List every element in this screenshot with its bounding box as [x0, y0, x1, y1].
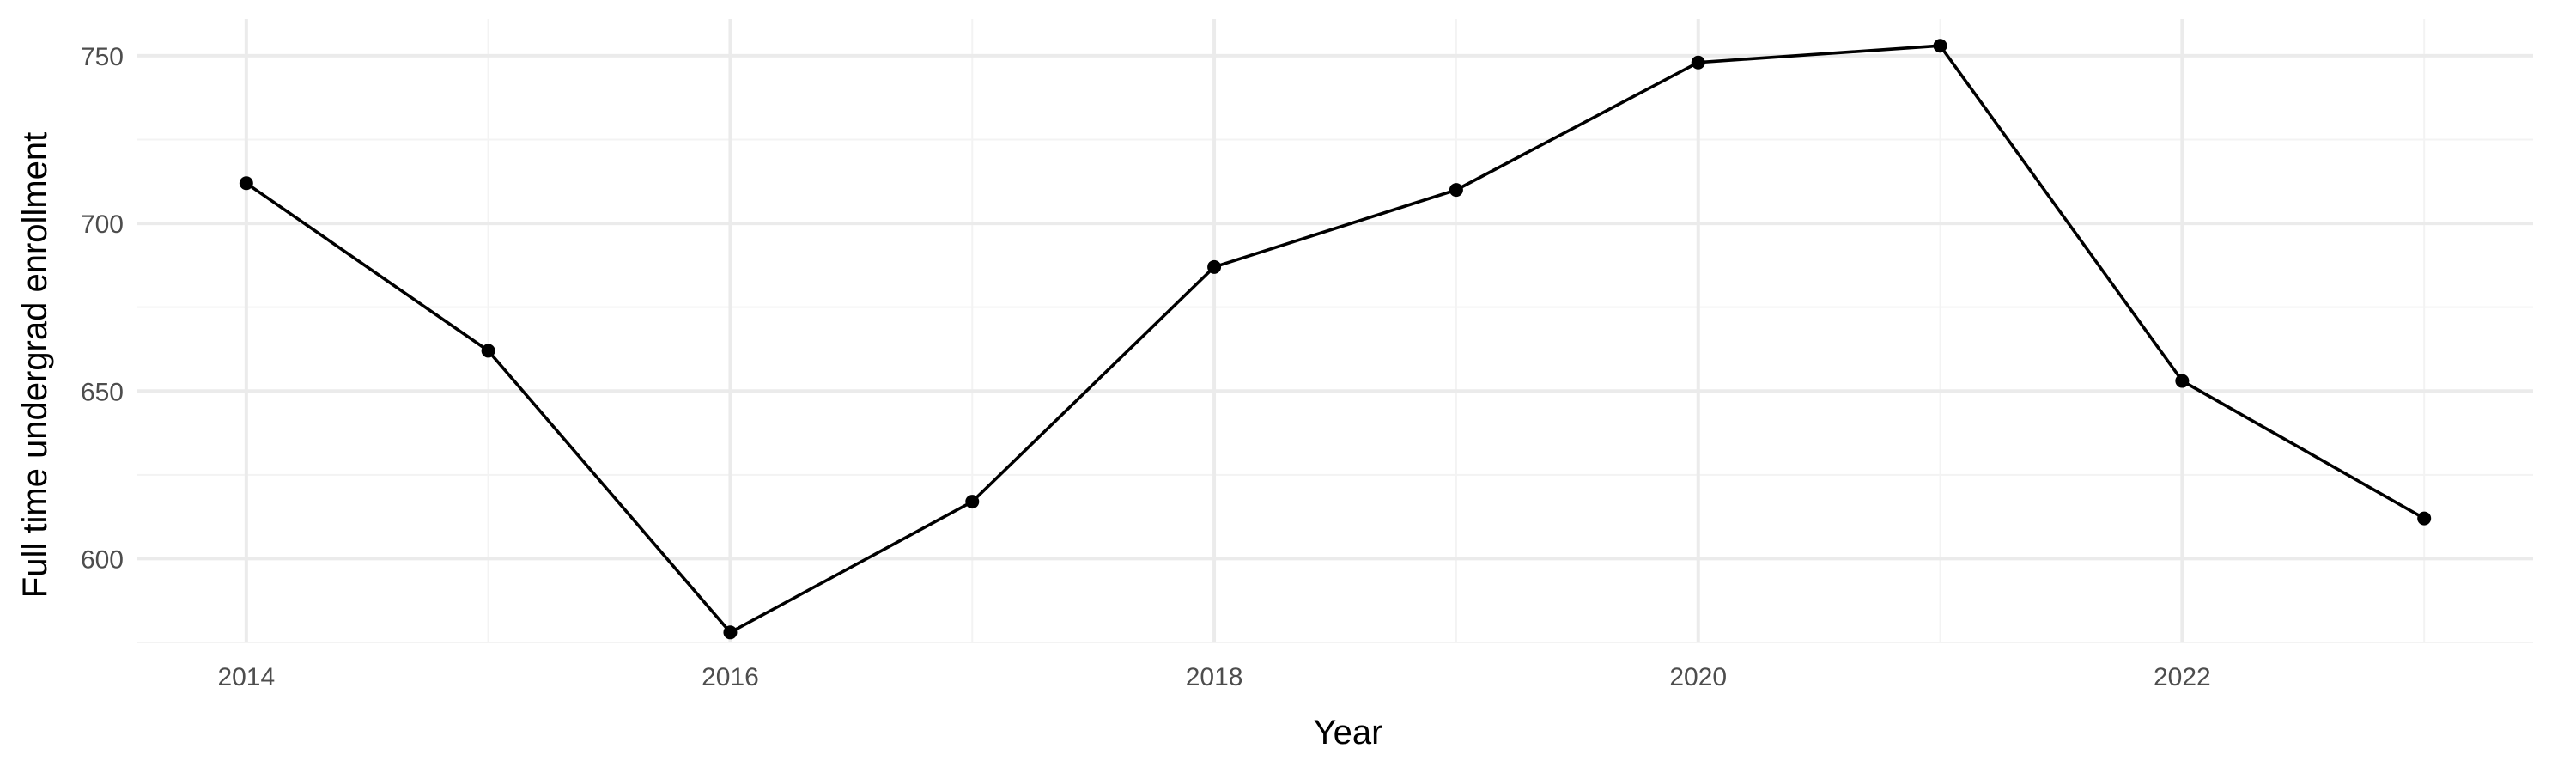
y-axis-title: Full time undergrad enrollment	[16, 132, 54, 598]
y-axis-tick-labels: 600 650 700 750	[81, 43, 124, 574]
y-tick-label: 750	[81, 43, 124, 71]
x-tick-label: 2016	[702, 663, 759, 691]
x-axis-title: Year	[1314, 714, 1383, 752]
x-tick-label: 2022	[2154, 663, 2211, 691]
y-tick-label: 700	[81, 210, 124, 239]
data-point	[239, 176, 253, 191]
data-point	[965, 495, 980, 509]
minor-grid	[137, 19, 2533, 643]
y-tick-label: 600	[81, 545, 124, 574]
y-tick-label: 650	[81, 378, 124, 406]
data-point	[2417, 511, 2432, 526]
x-tick-label: 2020	[1669, 663, 1727, 691]
data-point	[723, 625, 738, 640]
series-line	[245, 44, 2426, 635]
data-point	[481, 344, 495, 358]
series-layer	[239, 39, 2432, 640]
major-grid	[137, 19, 2533, 642]
data-point	[1691, 55, 1705, 70]
x-axis-tick-labels: 2014 2016 2018 2020 2022	[217, 663, 2210, 691]
x-tick-label: 2018	[1186, 663, 1243, 691]
data-point	[1449, 183, 1463, 198]
data-point	[1933, 39, 1947, 53]
data-point	[1207, 259, 1222, 274]
x-tick-label: 2014	[217, 663, 275, 691]
data-point	[2175, 374, 2190, 388]
